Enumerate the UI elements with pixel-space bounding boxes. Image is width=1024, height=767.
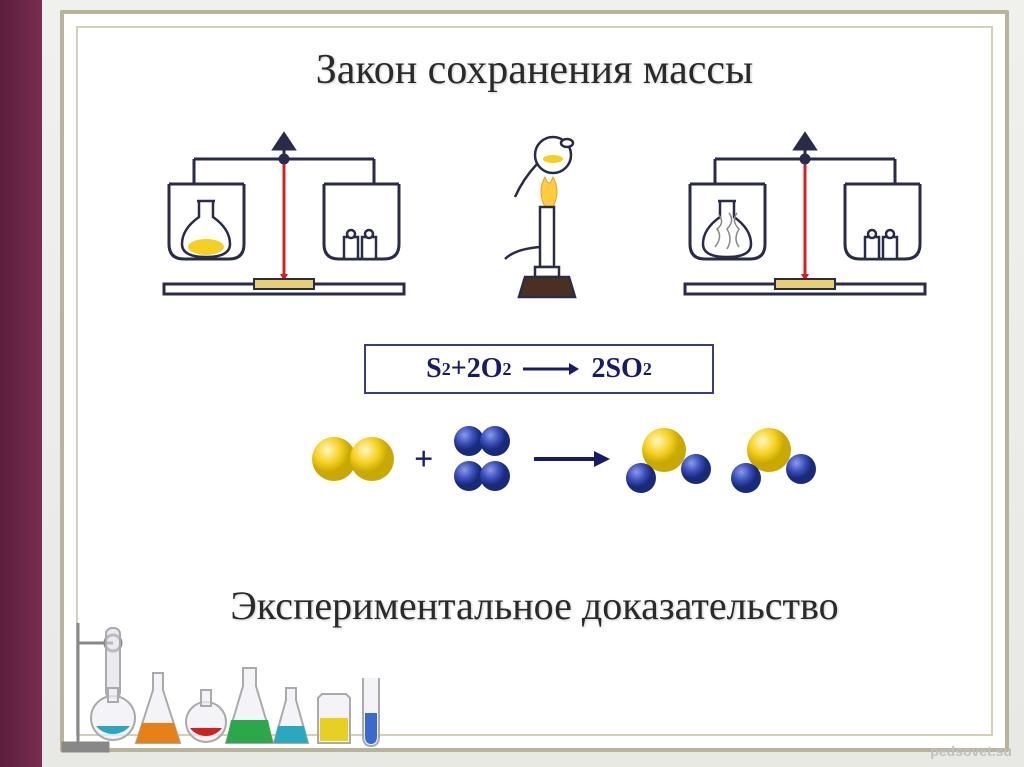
sidebar-accent — [0, 0, 42, 767]
experiment-diagram-row — [154, 124, 935, 314]
eq-p-coef: 2 — [591, 353, 605, 385]
eq-reactant2-sub: 2 — [502, 359, 511, 380]
bunsen-burner — [475, 129, 615, 309]
eq-reactant2: O — [481, 353, 503, 385]
eq-product: SO — [605, 353, 642, 385]
eq-product-sub: 2 — [643, 359, 652, 380]
eq-reactant1-sub: 2 — [442, 359, 451, 380]
glassware-decoration — [58, 618, 398, 753]
watermark: pedsovet.su — [930, 743, 1012, 759]
eq-reactant1: S — [426, 353, 442, 385]
eq-r2-coef: 2 — [467, 353, 481, 385]
chemical-equation: S2 + 2O2 2SO2 — [364, 344, 714, 394]
svg-text:+: + — [414, 441, 433, 478]
balance-after — [675, 129, 935, 309]
arrow-icon — [521, 359, 581, 379]
molecule-diagram: + — [294, 414, 854, 504]
eq-plus: + — [451, 353, 467, 385]
balance-before — [154, 129, 414, 309]
slide-title: Закон сохранения массы — [64, 46, 1005, 94]
